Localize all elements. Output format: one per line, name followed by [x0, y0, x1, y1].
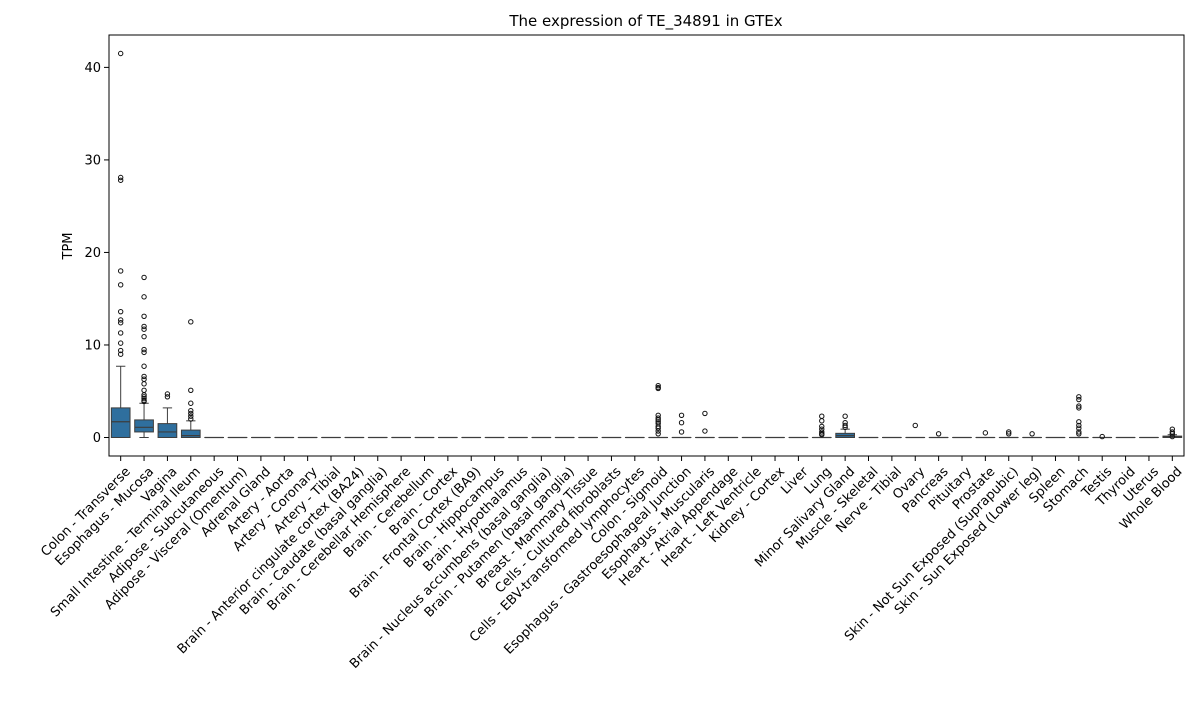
- box-group: [1069, 395, 1088, 438]
- y-tick-label: 20: [84, 246, 101, 261]
- box-group: [836, 414, 855, 437]
- outlier-point: [142, 334, 146, 338]
- y-tick-label: 10: [84, 338, 101, 353]
- outlier-point: [703, 411, 707, 415]
- box: [135, 420, 154, 432]
- outlier-point: [165, 395, 169, 399]
- outlier-point: [189, 388, 193, 392]
- outlier-point: [679, 430, 683, 434]
- box-group: [135, 275, 154, 437]
- outlier-point: [142, 295, 146, 299]
- outlier-point: [1077, 397, 1081, 401]
- outlier-point: [679, 413, 683, 417]
- plot-frame: [109, 35, 1184, 456]
- chart-title: The expression of TE_34891 in GTEx: [508, 12, 782, 31]
- box-group: [1163, 427, 1182, 439]
- box-group: [976, 431, 995, 438]
- outlier-point: [936, 432, 940, 436]
- outlier-point: [1030, 432, 1034, 436]
- box-group: [111, 51, 130, 437]
- outlier-point: [679, 420, 683, 424]
- box-group: [181, 320, 200, 438]
- outlier-point: [843, 414, 847, 418]
- y-tick-label: 30: [84, 153, 101, 168]
- outlier-point: [118, 269, 122, 273]
- box: [158, 424, 177, 438]
- outlier-point: [820, 414, 824, 418]
- outlier-point: [118, 321, 122, 325]
- box-group: [649, 383, 668, 437]
- outlier-point: [983, 431, 987, 435]
- outlier-point: [820, 419, 824, 423]
- outlier-point: [142, 382, 146, 386]
- box-group: [906, 423, 925, 437]
- outlier-point: [189, 401, 193, 405]
- box: [181, 430, 200, 437]
- outlier-point: [118, 51, 122, 55]
- outlier-point: [118, 178, 122, 182]
- y-tick-label: 0: [93, 431, 101, 446]
- outlier-point: [656, 432, 660, 436]
- box-group: [1093, 434, 1112, 438]
- y-axis: 0 10 20 30 40: [84, 61, 109, 446]
- box-group: [158, 392, 177, 438]
- outlier-point: [142, 388, 146, 392]
- y-tick-label: 40: [84, 61, 101, 76]
- outlier-point: [118, 341, 122, 345]
- box-group: [672, 413, 691, 437]
- outlier-point: [118, 283, 122, 287]
- outlier-point: [142, 350, 146, 354]
- outlier-point: [142, 327, 146, 331]
- box-group: [1023, 432, 1042, 438]
- y-axis-label: TPM: [61, 233, 76, 261]
- outlier-point: [118, 309, 122, 313]
- box-group: [812, 414, 831, 437]
- box: [111, 408, 130, 438]
- outlier-point: [189, 320, 193, 324]
- outlier-point: [1100, 434, 1104, 438]
- outlier-point: [913, 423, 917, 427]
- outlier-point: [703, 429, 707, 433]
- outlier-point: [142, 377, 146, 381]
- outlier-point: [142, 364, 146, 368]
- outlier-point: [118, 331, 122, 335]
- box-group: [929, 432, 948, 438]
- box-group: [999, 430, 1018, 438]
- box-group: [696, 411, 715, 437]
- outlier-point: [142, 275, 146, 279]
- outlier-point: [142, 314, 146, 318]
- boxes-group: [111, 51, 1181, 438]
